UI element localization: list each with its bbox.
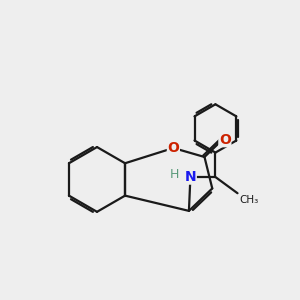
Text: N: N bbox=[184, 170, 196, 184]
Text: H: H bbox=[170, 168, 179, 181]
Text: CH₃: CH₃ bbox=[240, 195, 259, 205]
Text: O: O bbox=[167, 141, 179, 155]
Text: O: O bbox=[219, 133, 231, 147]
